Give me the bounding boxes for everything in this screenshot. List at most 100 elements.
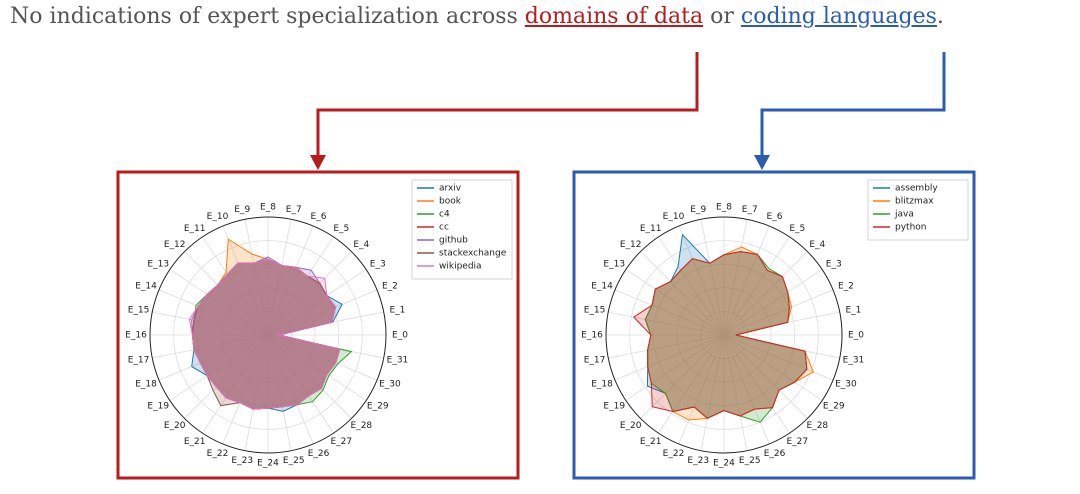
arrow xyxy=(316,52,699,158)
category-label: E_27 xyxy=(787,437,809,447)
category-label: E_16 xyxy=(581,331,603,341)
grid-spoke xyxy=(625,334,725,401)
category-label: E_29 xyxy=(367,402,389,412)
category-label: E_15 xyxy=(128,306,150,316)
grid-spoke xyxy=(267,334,334,434)
legend-label: wikipedia xyxy=(439,262,482,272)
grid-spoke xyxy=(169,334,269,401)
category-label: E_23 xyxy=(687,456,709,466)
grid-spoke xyxy=(678,334,725,445)
grid-spoke xyxy=(723,269,823,336)
category-label: E_7 xyxy=(742,205,758,215)
headline-text: . xyxy=(936,4,944,29)
series-area xyxy=(632,251,808,419)
grid-spoke xyxy=(723,334,823,401)
category-label: E_11 xyxy=(640,224,662,234)
grid-spoke xyxy=(614,289,725,336)
grid-spoke xyxy=(184,334,269,419)
grid-spoke xyxy=(723,236,790,336)
grid-spoke xyxy=(202,236,269,336)
category-label: E_1 xyxy=(846,306,862,316)
category-label: E_25 xyxy=(283,456,305,466)
category-label: E_18 xyxy=(591,379,613,389)
category-label: E_12 xyxy=(164,240,186,250)
grid-spoke xyxy=(723,334,808,419)
category-label: E_8 xyxy=(716,203,732,213)
grid-spoke xyxy=(700,334,725,451)
radar-outline xyxy=(605,216,843,454)
grid-spoke xyxy=(625,269,725,336)
grid-spoke xyxy=(723,334,840,359)
category-label: E_9 xyxy=(234,205,250,215)
chart-frame xyxy=(572,170,976,480)
grid-spoke xyxy=(608,311,725,336)
grid-spoke xyxy=(700,219,725,336)
category-label: E_22 xyxy=(207,449,229,459)
category-label: E_10 xyxy=(663,212,685,222)
legend-label: c4 xyxy=(439,210,450,220)
grid-spoke xyxy=(158,334,269,381)
category-label: E_13 xyxy=(147,259,169,269)
grid-spoke xyxy=(658,334,725,434)
category-label: E_19 xyxy=(147,402,169,412)
headline: No indications of expert specialization … xyxy=(10,4,944,29)
category-label: E_4 xyxy=(809,240,825,250)
category-label: E_9 xyxy=(690,205,706,215)
category-label: E_4 xyxy=(353,240,369,250)
grid-spoke xyxy=(267,219,292,336)
category-label: E_29 xyxy=(823,402,845,412)
grid-spoke xyxy=(723,334,748,451)
grid-spoke xyxy=(723,334,834,381)
legend-label: arxiv xyxy=(439,184,462,194)
grid-spoke xyxy=(723,225,770,336)
category-label: E_14 xyxy=(135,282,157,292)
grid-spoke xyxy=(267,334,352,419)
category-label: E_2 xyxy=(382,282,398,292)
category-label: E_6 xyxy=(767,212,783,222)
grid-spoke xyxy=(267,236,334,336)
grid-spoke xyxy=(723,251,808,336)
category-label: E_20 xyxy=(164,421,186,431)
legend-box xyxy=(867,179,969,241)
category-label: E_5 xyxy=(789,224,805,234)
legend-label: github xyxy=(439,236,468,246)
grid-spoke xyxy=(169,269,269,336)
category-label: E_3 xyxy=(370,259,386,269)
grid-spoke xyxy=(267,334,378,381)
arrow-head xyxy=(754,155,770,170)
chart-frame xyxy=(116,170,520,480)
legend-label: stackexchange xyxy=(439,249,507,259)
grid-spoke xyxy=(608,334,725,359)
category-label: E_13 xyxy=(603,259,625,269)
grid-spoke xyxy=(244,219,269,336)
headline-text: No indications of expert specialization … xyxy=(10,4,525,29)
category-label: E_26 xyxy=(308,449,330,459)
grid-spoke xyxy=(723,334,790,434)
category-label: E_28 xyxy=(351,421,373,431)
arrow-head xyxy=(310,155,326,170)
grid-spoke xyxy=(658,236,725,336)
category-label: E_24 xyxy=(713,459,735,469)
category-label: E_15 xyxy=(584,306,606,316)
grid-spoke xyxy=(678,225,725,336)
category-label: E_21 xyxy=(184,437,206,447)
category-label: E_31 xyxy=(843,355,865,365)
category-label: E_21 xyxy=(640,437,662,447)
grid-spoke xyxy=(267,334,314,445)
category-label: E_8 xyxy=(260,203,276,213)
category-label: E_7 xyxy=(286,205,302,215)
grid-spoke xyxy=(244,334,269,451)
grid-spoke xyxy=(158,289,269,336)
category-label: E_22 xyxy=(663,449,685,459)
category-label: E_5 xyxy=(333,224,349,234)
arrow xyxy=(760,52,946,158)
legend-label: cc xyxy=(439,223,449,233)
category-label: E_23 xyxy=(231,456,253,466)
category-label: E_27 xyxy=(331,437,353,447)
category-label: E_2 xyxy=(838,282,854,292)
grid-spoke xyxy=(152,334,269,359)
category-label: E_30 xyxy=(379,379,401,389)
legend-label: book xyxy=(439,197,462,207)
grid-spoke xyxy=(614,334,725,381)
